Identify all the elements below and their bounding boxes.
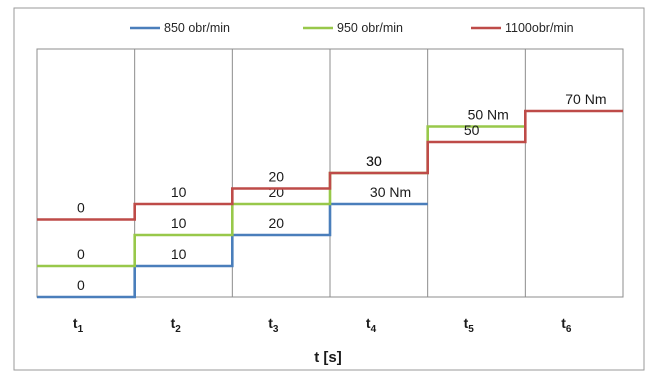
data-label: 0 [77,277,85,293]
data-label: 10 [171,246,187,262]
data-label: 30 Nm [370,184,411,200]
series-1100obr-min: 0 10 20 30 50 70 Nm [37,91,623,221]
data-label: 50 Nm [468,107,509,123]
legend-label: 850 obr/min [164,21,230,35]
x-axis-title: t [s] [314,349,342,366]
data-label: 30 [366,153,382,169]
legend-label: 950 obr/min [337,21,403,35]
data-label: 30 [366,153,382,169]
tick-subscript: 2 [175,324,181,335]
tick-base: t [464,315,469,331]
tick-subscript: 3 [273,324,279,335]
x-tick-label: t6 [561,315,572,335]
x-tick-label: t2 [171,315,182,335]
legend: 850 obr/min 950 obr/min 1100obr/min [130,21,574,35]
data-label: 20 [268,184,284,200]
tick-subscript: 4 [371,324,377,335]
data-label: 10 [171,184,187,200]
data-label: 0 [77,200,85,216]
tick-base: t [171,315,176,331]
series-line [37,202,428,299]
data-label: 70 Nm [565,91,606,107]
series-850-obr-min: 0 10 20 30 Nm [37,184,428,299]
x-axis: t1 t2 t3 t4 t5 t6 [73,315,572,335]
x-tick-label: t1 [73,315,84,335]
tick-base: t [268,315,273,331]
tick-subscript: 5 [468,324,474,335]
tick-subscript: 1 [78,324,84,335]
x-tick-label: t4 [366,315,377,335]
data-label: 20 [268,215,284,231]
series-line [37,109,623,221]
tick-subscript: 6 [566,324,572,335]
x-tick-label: t5 [464,315,475,335]
legend-item: 1100obr/min [471,21,574,35]
legend-item: 950 obr/min [303,21,403,35]
legend-label: 1100obr/min [505,21,574,35]
data-label: 50 [464,122,480,138]
data-label: 10 [171,215,187,231]
data-label: 0 [77,246,85,262]
tick-base: t [561,315,566,331]
tick-base: t [366,315,371,331]
data-label: 20 [268,169,284,185]
tick-base: t [73,315,78,331]
x-tick-label: t3 [268,315,279,335]
legend-item: 850 obr/min [130,21,230,35]
